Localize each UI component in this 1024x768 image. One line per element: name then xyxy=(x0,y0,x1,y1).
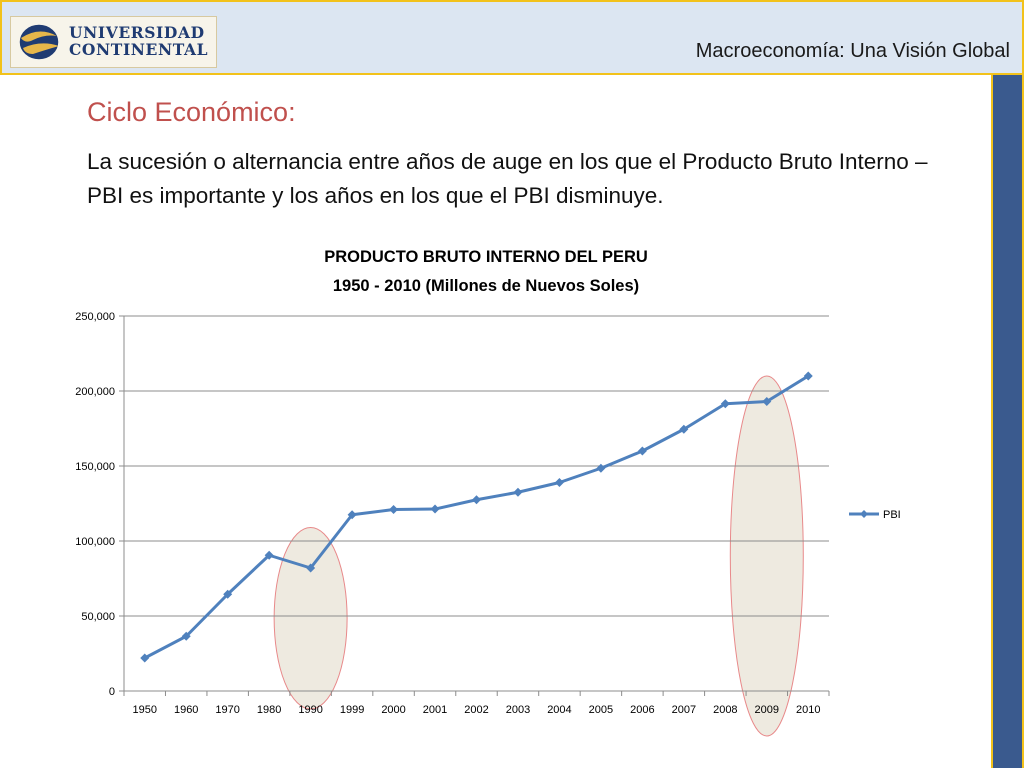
gdp-line-chart: 0 50,000 100,000 150,000 200,000 250,000 1950 1… xyxy=(75,248,901,737)
logo-text-line2: CONTINENTAL xyxy=(69,40,209,59)
legend-marker-PBI xyxy=(860,510,868,518)
highlight-ellipse-1990 xyxy=(273,527,348,710)
y-tick-label: 250,000 xyxy=(75,311,115,323)
data-point-2004 xyxy=(554,478,564,487)
data-point-1950 xyxy=(140,653,150,663)
data-point-2005 xyxy=(596,463,606,473)
x-tick-label-2000: 2000 xyxy=(381,704,405,716)
x-tick-label-2004: 2004 xyxy=(547,704,571,716)
highlight-ellipses xyxy=(273,375,804,737)
data-point-1970 xyxy=(223,589,233,599)
x-tick-label-2006: 2006 xyxy=(630,704,654,716)
data-point-1999 xyxy=(347,510,357,520)
data-point-1960 xyxy=(181,631,191,641)
y-tick-label: 200,000 xyxy=(75,386,115,398)
data-point-2001 xyxy=(430,504,440,514)
x-tick-label-2009: 2009 xyxy=(755,704,779,716)
data-point-2010 xyxy=(803,371,813,381)
decorative-side-bar xyxy=(991,75,1024,768)
x-tick-label-1970: 1970 xyxy=(215,704,239,716)
logo-text-line1: UNIVERSIDAD xyxy=(69,23,205,42)
x-tick-label-2010: 2010 xyxy=(796,704,820,716)
x-tick-label-1960: 1960 xyxy=(174,704,198,716)
chart-gridlines xyxy=(124,315,829,617)
data-point-1990 xyxy=(306,563,316,573)
x-tick-label-2002: 2002 xyxy=(464,704,488,716)
legend-label-PBI: PBI xyxy=(883,509,901,521)
chart-legend: PBI xyxy=(849,509,901,521)
y-tick-label: 150,000 xyxy=(75,461,115,473)
data-point-2009 xyxy=(762,397,772,406)
chart-title-line1: PRODUCTO BRUTO INTERNO DEL PERU xyxy=(324,248,648,266)
data-point-1980 xyxy=(264,550,274,560)
chart-title-line2: 1950 - 2010 (Millones de Nuevos Soles) xyxy=(333,277,639,295)
section-heading: Ciclo Económico: xyxy=(87,97,296,127)
x-tick-label-1990: 1990 xyxy=(298,704,322,716)
x-tick-label-1999: 1999 xyxy=(340,704,364,716)
slide-header: UNIVERSIDAD CONTINENTAL Macroeconomía: U… xyxy=(0,0,1024,75)
university-logo: UNIVERSIDAD CONTINENTAL xyxy=(10,16,217,68)
data-point-2007 xyxy=(679,424,689,434)
course-title: Macroeconomía: Una Visión Global xyxy=(695,40,1010,62)
chart-axes xyxy=(119,315,830,696)
y-tick-label: 100,000 xyxy=(75,536,115,548)
chart-series xyxy=(140,371,813,663)
x-tick-label-2008: 2008 xyxy=(713,704,737,716)
data-point-2003 xyxy=(513,487,523,497)
data-point-2006 xyxy=(637,446,647,456)
x-tick-label-2001: 2001 xyxy=(423,704,447,716)
data-point-2008 xyxy=(720,399,730,409)
definition-text: La sucesión o alternancia entre años de … xyxy=(87,149,928,208)
data-point-2002 xyxy=(472,495,481,505)
x-tick-label-1980: 1980 xyxy=(257,704,281,716)
data-point-2000 xyxy=(389,505,399,514)
x-tick-label-2007: 2007 xyxy=(672,704,696,716)
y-tick-label: 50,000 xyxy=(81,611,115,623)
x-tick-label-1950: 1950 xyxy=(132,704,156,716)
globe-emblem-icon xyxy=(18,23,60,61)
y-tick-label: 0 xyxy=(109,686,115,698)
x-tick-label-2005: 2005 xyxy=(589,704,613,716)
x-tick-label-2003: 2003 xyxy=(506,704,530,716)
chart-labels: 0 50,000 100,000 150,000 200,000 250,000 1950 1… xyxy=(75,311,820,716)
highlight-ellipse-2009 xyxy=(729,375,804,737)
